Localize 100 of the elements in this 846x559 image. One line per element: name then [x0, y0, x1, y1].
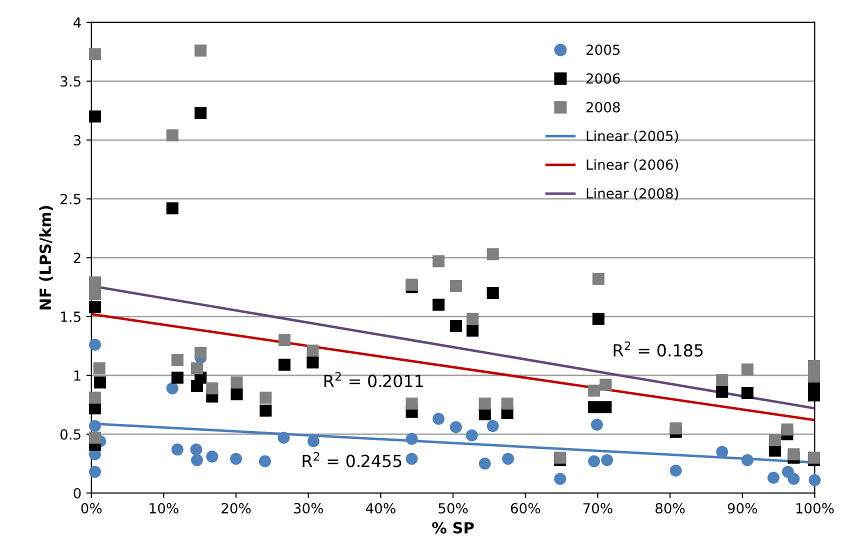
point: [808, 474, 821, 486]
point: [206, 450, 218, 463]
legend-label: Linear (2006): [586, 159, 678, 172]
point: [88, 432, 101, 444]
point: [741, 363, 754, 376]
point: [588, 455, 600, 468]
point: [194, 44, 207, 57]
point: [166, 129, 178, 142]
point: [258, 455, 271, 468]
point: [486, 286, 499, 300]
point: [767, 472, 780, 484]
point: [307, 435, 320, 448]
point: [278, 358, 291, 371]
x-tick-label: 70%: [583, 503, 612, 514]
point: [592, 312, 604, 325]
x-axis-title: % SP: [432, 522, 474, 534]
point: [171, 354, 184, 366]
point: [432, 412, 445, 425]
point: [88, 110, 101, 123]
point: [406, 452, 418, 465]
point: [406, 432, 418, 445]
y-tick-label: 3: [74, 135, 81, 146]
point: [781, 423, 794, 436]
point: [486, 420, 499, 432]
point: [741, 387, 754, 400]
y-tick-label: 3.5: [60, 76, 80, 87]
point: [190, 443, 202, 456]
point: [278, 334, 291, 346]
point: [600, 378, 612, 391]
x-tick-label: 40%: [366, 503, 396, 514]
y-tick-label: 2: [74, 252, 80, 263]
point: [808, 452, 820, 464]
point: [716, 386, 728, 398]
x-tick-label: 0%: [81, 503, 102, 514]
point: [768, 434, 781, 446]
x-tick-label: 60%: [510, 503, 540, 514]
point: [230, 376, 243, 388]
point: [88, 338, 101, 351]
point: [716, 446, 728, 458]
point: [194, 346, 207, 360]
point: [466, 324, 479, 337]
annotation: R$^{2}$ = 0.2455: [302, 452, 402, 468]
point: [590, 418, 603, 431]
point: [478, 458, 491, 470]
point: [466, 429, 478, 442]
point: [501, 398, 514, 410]
point: [670, 464, 682, 477]
point: [88, 276, 101, 288]
y-tick-label: 0: [74, 488, 81, 499]
point: [808, 389, 820, 402]
y-tick-label: 4: [73, 18, 81, 28]
point: [554, 472, 566, 485]
point: [88, 420, 101, 432]
point: [502, 452, 514, 465]
point: [592, 272, 604, 285]
point: [741, 454, 754, 466]
legend-label: 2008: [586, 102, 620, 112]
point: [450, 320, 462, 332]
point: [554, 452, 566, 464]
legend-label: Linear (2008): [586, 188, 678, 200]
y-tick-label: 0.5: [60, 429, 80, 440]
point: [406, 278, 418, 291]
point: [88, 402, 101, 414]
point: [166, 202, 178, 214]
point: [808, 370, 820, 383]
point: [788, 472, 800, 485]
annotation: R$^{2}$ = 0.2011: [324, 372, 423, 388]
x-tick-label: 10%: [150, 503, 178, 514]
point: [486, 248, 499, 260]
point: [194, 106, 207, 119]
point: [478, 398, 491, 410]
point: [670, 422, 682, 434]
y-axis-title: NF (LPS/km): [39, 206, 53, 310]
point: [306, 344, 319, 357]
point: [588, 384, 600, 397]
point: [94, 376, 106, 388]
point: [206, 382, 218, 394]
annotation: R$^{2}$ = 0.185: [614, 341, 703, 357]
point: [450, 280, 462, 292]
point: [88, 301, 101, 314]
point: [788, 448, 800, 460]
y-tick-label: 1: [74, 370, 80, 381]
point: [450, 421, 462, 434]
point: [260, 404, 272, 417]
x-tick-label: 50%: [438, 503, 468, 514]
point: [171, 443, 184, 456]
point: [406, 398, 418, 410]
legend-label: 2006: [586, 73, 620, 84]
x-tick-label: 80%: [656, 503, 685, 514]
point: [93, 362, 106, 374]
point: [306, 356, 319, 368]
point: [88, 288, 101, 300]
point: [166, 382, 178, 394]
point: [600, 401, 612, 414]
legend-label: 2005: [586, 44, 620, 56]
x-tick-label: 20%: [222, 503, 251, 514]
point: [278, 432, 290, 444]
point: [171, 372, 184, 384]
point: [230, 388, 243, 400]
point: [88, 48, 101, 60]
